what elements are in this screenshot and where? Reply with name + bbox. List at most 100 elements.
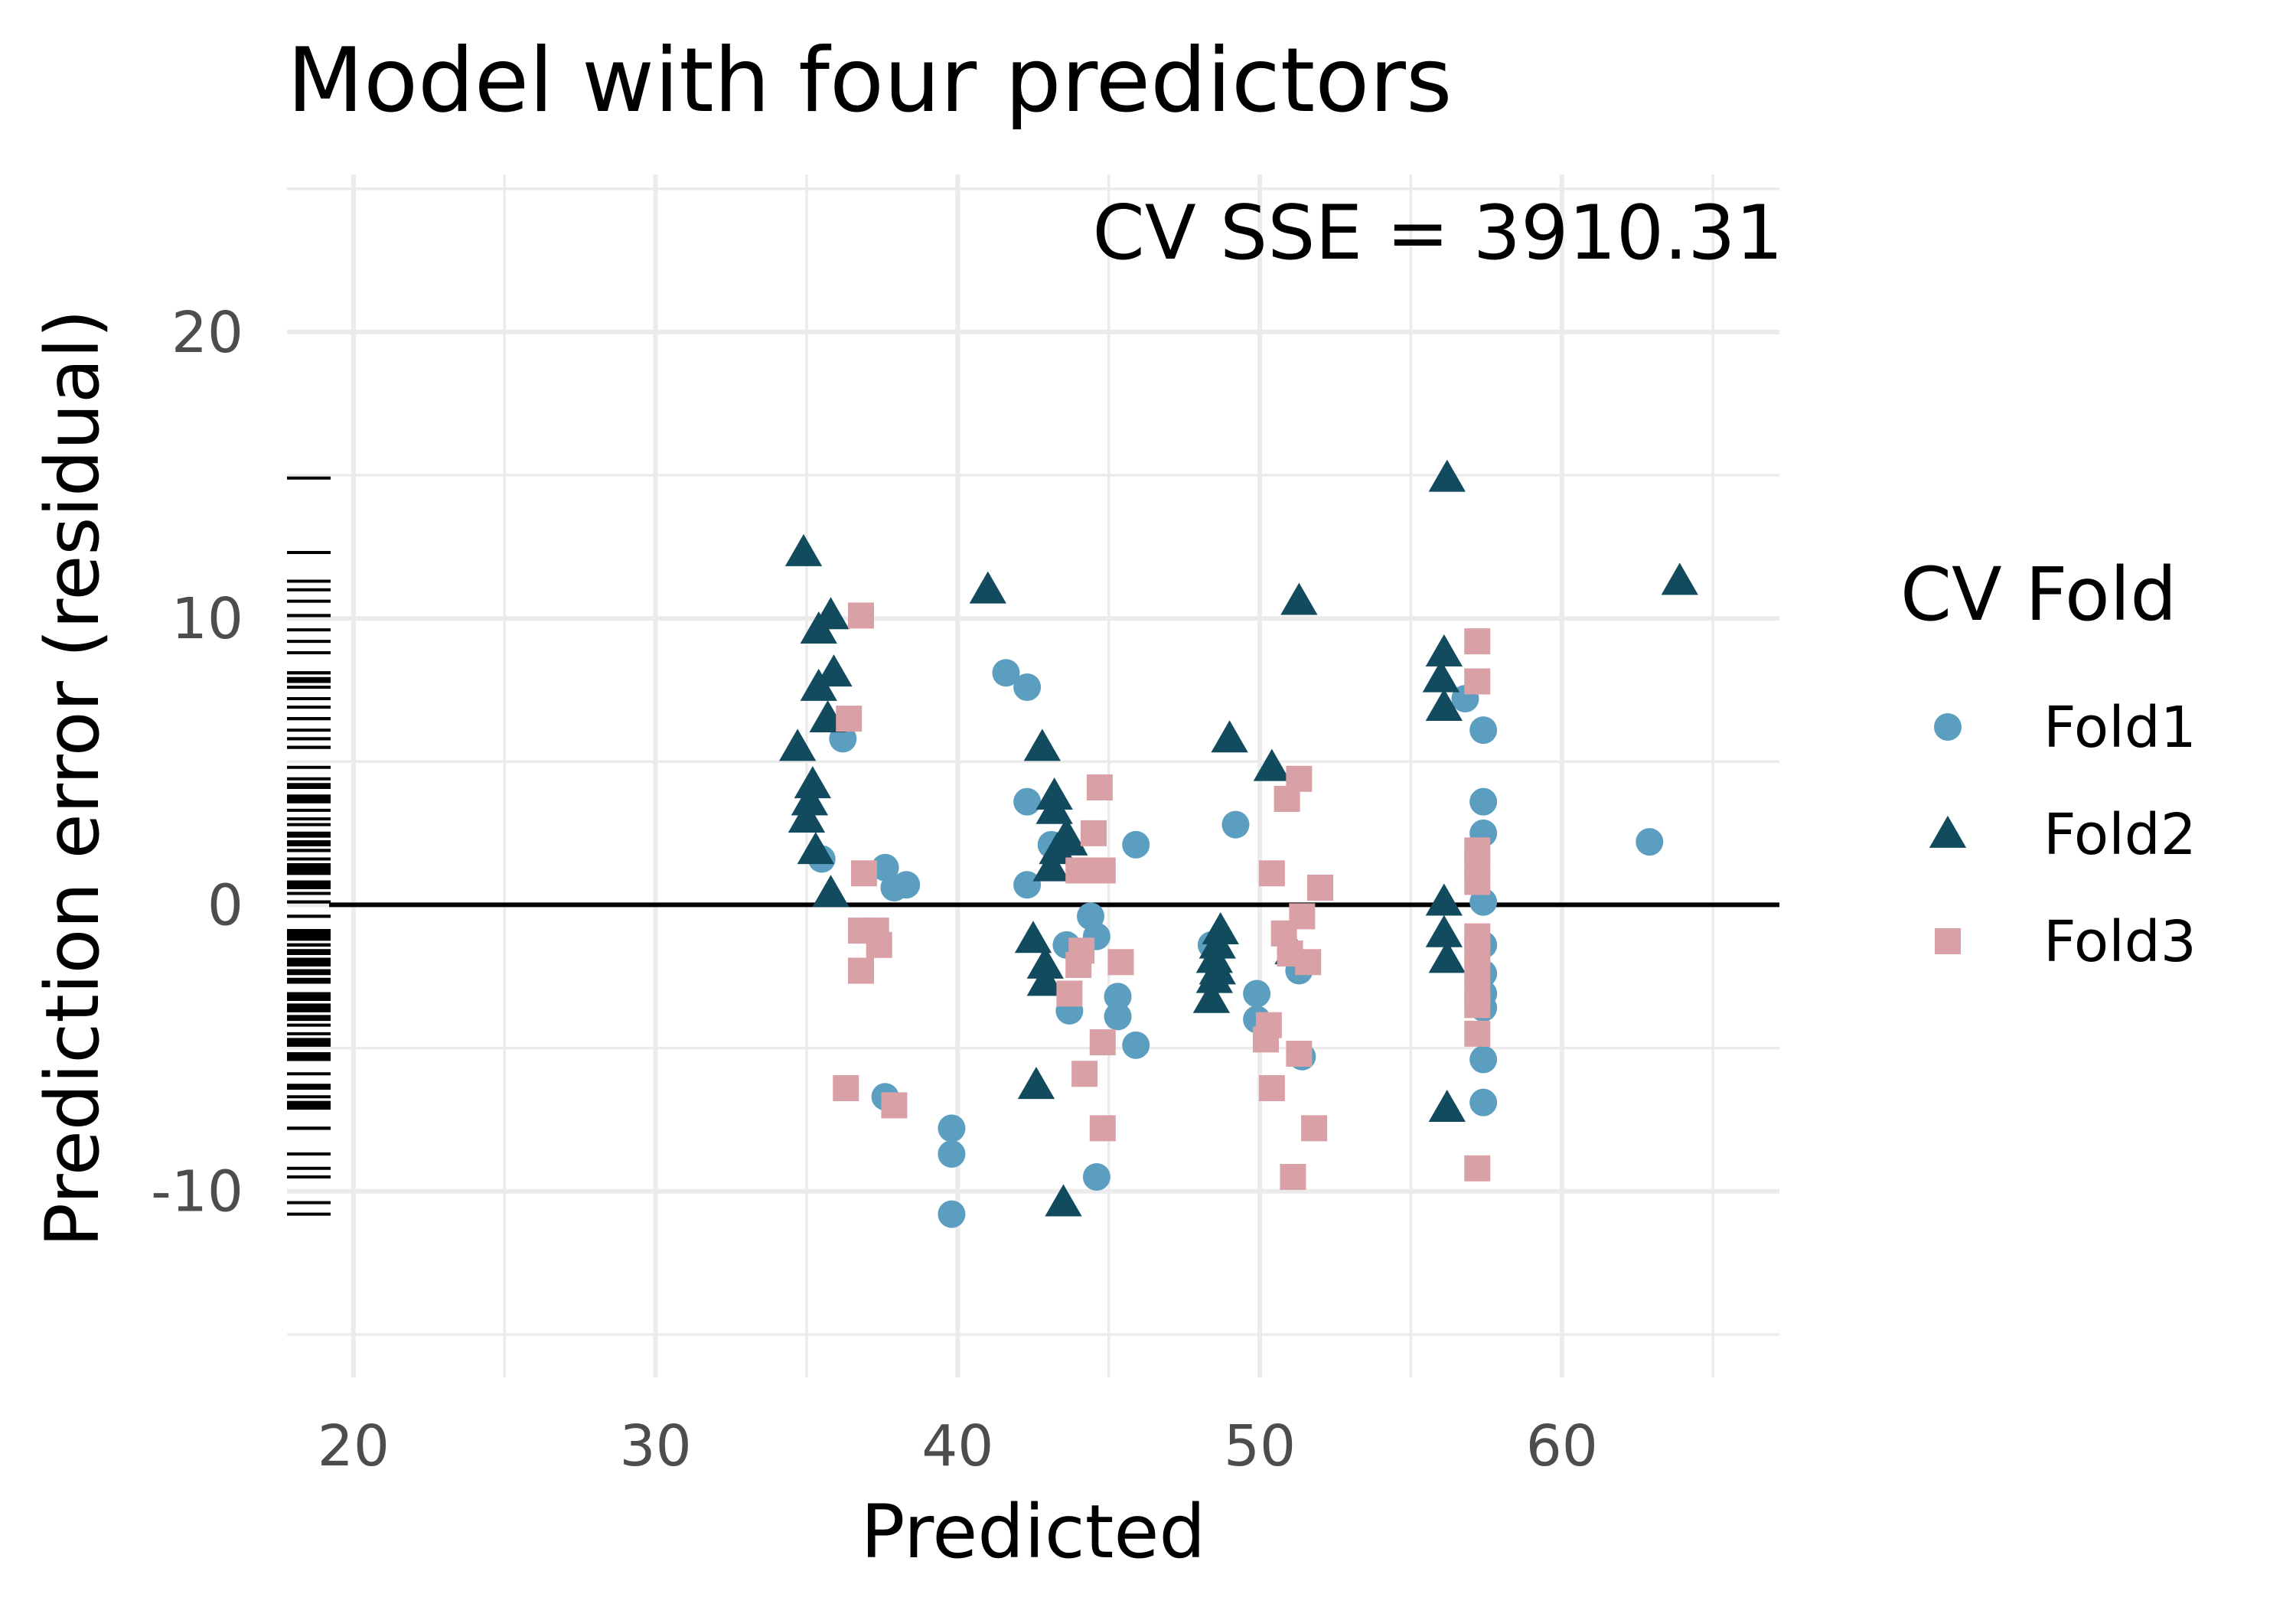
- fold2-point: [1199, 926, 1236, 959]
- legend-key-fold3: [1935, 928, 1961, 954]
- fold1-point: [938, 1140, 966, 1169]
- x-tick-label: 20: [318, 1413, 390, 1479]
- fold2-point: [791, 783, 829, 816]
- fold1-point: [1469, 1045, 1498, 1074]
- fold3-point: [1464, 1020, 1491, 1047]
- chart-title: Model with four predictors: [287, 29, 1452, 132]
- legend-label-fold2: Fold2: [2043, 802, 2197, 868]
- x-tick-label: 40: [921, 1413, 993, 1479]
- fold3-point: [1252, 1026, 1279, 1053]
- data-points: [778, 459, 1698, 1228]
- fold2-point: [1045, 1184, 1082, 1217]
- fold1-point: [1469, 888, 1498, 916]
- fold1-point: [1243, 980, 1271, 1008]
- fold3-point: [866, 931, 892, 958]
- fold3-point: [1089, 1115, 1116, 1142]
- fold1-point: [1013, 871, 1042, 899]
- fold1-point: [992, 659, 1020, 687]
- fold1-point: [1469, 787, 1498, 816]
- x-tick-label: 60: [1526, 1413, 1598, 1479]
- fold2-point: [1023, 729, 1061, 761]
- fold3-point: [1107, 949, 1134, 976]
- y-tick-label: 0: [207, 872, 243, 938]
- fold3-point: [848, 602, 874, 629]
- fold3-point: [1464, 869, 1491, 895]
- fold3-point: [836, 706, 863, 732]
- fold2-point: [1195, 960, 1233, 993]
- fold2-point: [1428, 940, 1466, 973]
- fold2-point: [1014, 921, 1052, 953]
- fold2-point: [1425, 914, 1463, 947]
- residual-rug: [287, 476, 331, 1216]
- fold1-point: [1636, 828, 1664, 856]
- fold3-point: [1464, 992, 1491, 1019]
- fold1-point: [1013, 787, 1042, 816]
- fold1-point: [1469, 1088, 1498, 1116]
- fold3-point: [848, 957, 874, 984]
- legend-items: Fold1 Fold2 Fold3: [1929, 695, 2197, 975]
- fold2-point: [812, 875, 850, 908]
- fold3-point: [1065, 952, 1092, 979]
- fold3-point: [1280, 1164, 1306, 1190]
- tick-labels: 20 30 40 50 60 -10 0 10 20: [151, 300, 1598, 1479]
- y-tick-label: 10: [171, 586, 243, 652]
- legend-key-fold2: [1929, 815, 1967, 848]
- fold2-point: [797, 832, 834, 865]
- fold1-point: [1122, 1031, 1150, 1059]
- fold2-point: [1422, 660, 1460, 693]
- fold2-point: [1425, 634, 1463, 667]
- fold3-point: [1089, 857, 1116, 884]
- fold2-point: [815, 654, 853, 687]
- fold3-point: [1089, 1029, 1116, 1056]
- fold1-point: [1122, 830, 1150, 859]
- fold3-point: [1086, 774, 1113, 800]
- x-tick-label: 30: [619, 1413, 691, 1479]
- legend-label-fold3: Fold3: [2043, 909, 2197, 975]
- fold3-point: [1464, 628, 1491, 655]
- fold2-point: [1661, 562, 1698, 595]
- fold3-point: [1258, 860, 1285, 887]
- fold3-point: [1080, 820, 1107, 846]
- legend: CV Fold Fold1 Fold2 Fold3: [1900, 552, 2197, 975]
- cv-sse-annotation: CV SSE = 3910.31: [1092, 190, 1783, 277]
- fold2-point: [794, 766, 831, 799]
- y-axis-title: Prediction error (residual): [30, 309, 116, 1247]
- fold2-point: [1425, 883, 1463, 916]
- fold1-point: [938, 1200, 966, 1228]
- fold3-point: [1071, 1061, 1098, 1087]
- fold3-point: [850, 860, 877, 887]
- legend-key-fold1: [1934, 713, 1962, 741]
- fold2-point: [812, 597, 850, 630]
- fold3-point: [833, 1074, 859, 1101]
- fold2-point: [1035, 791, 1073, 824]
- fold1-point: [892, 871, 921, 899]
- legend-label-fold1: Fold1: [2043, 695, 2197, 761]
- fold3-point: [1464, 668, 1491, 695]
- fold2-point: [788, 800, 826, 833]
- fold2-point: [1253, 748, 1290, 781]
- fold1-point: [1104, 983, 1132, 1011]
- y-tick-label: -10: [151, 1159, 243, 1225]
- fold2-point: [1192, 980, 1231, 1013]
- fold1-point: [1082, 1163, 1110, 1191]
- fold1-point: [1013, 673, 1042, 701]
- fold3-point: [1295, 949, 1322, 976]
- x-axis-title: Predicted: [861, 1489, 1206, 1575]
- legend-title: CV Fold: [1900, 552, 2177, 637]
- x-tick-label: 50: [1224, 1413, 1296, 1479]
- fold1-point: [1469, 716, 1498, 745]
- fold3-point: [1274, 785, 1300, 812]
- fold3-point: [1286, 1041, 1313, 1068]
- fold2-point: [969, 571, 1006, 604]
- fold2-point: [1032, 849, 1070, 882]
- fold3-point: [1301, 1115, 1328, 1142]
- series-fold3: [833, 602, 1491, 1190]
- fold3-point: [1464, 1155, 1491, 1182]
- fold2-point: [1428, 1090, 1466, 1123]
- fold2-point: [1026, 963, 1064, 996]
- fold2-point: [1425, 689, 1463, 722]
- fold3-point: [1056, 980, 1083, 1007]
- fold2-point: [1280, 582, 1318, 615]
- y-tick-label: 20: [171, 300, 243, 366]
